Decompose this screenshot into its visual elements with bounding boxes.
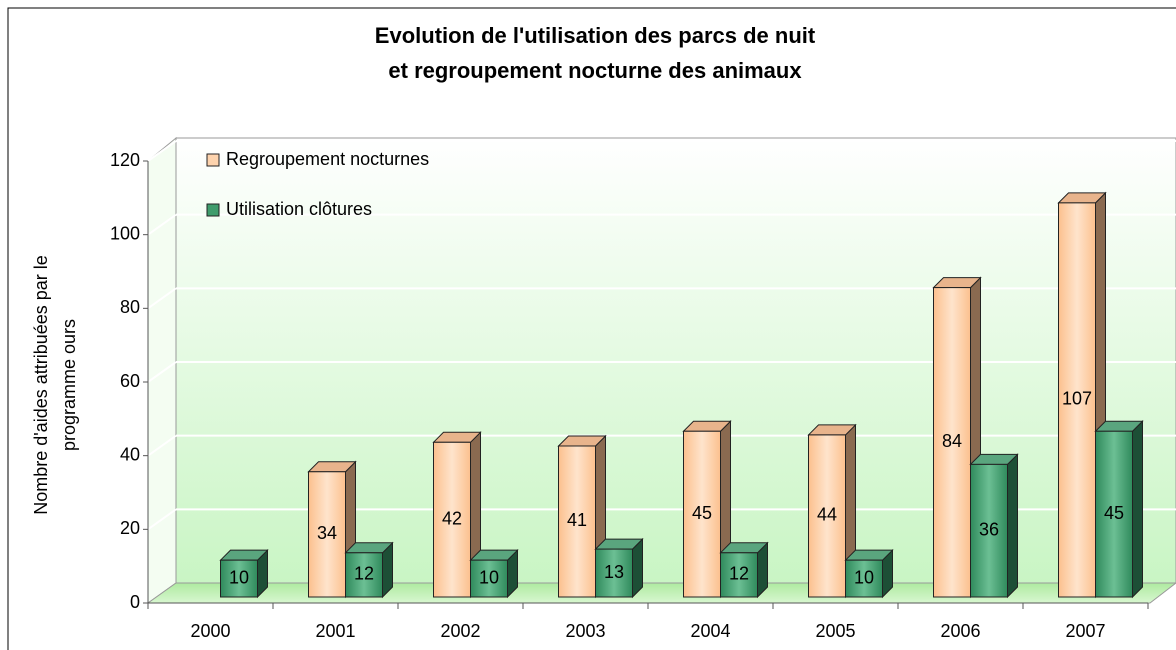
y-tick-label: 120 (110, 150, 140, 170)
data-label: 10 (854, 567, 874, 587)
y-axis-title-line: Nombre d'aides attribuées par le (31, 255, 51, 515)
bar (970, 463, 1008, 598)
x-tick-label: 2001 (315, 621, 355, 641)
data-label: 107 (1062, 389, 1092, 409)
bar-side (1007, 453, 1018, 599)
data-label: 45 (1104, 503, 1124, 523)
grid-line (147, 361, 177, 383)
bar (345, 552, 383, 598)
bar-side (1132, 420, 1143, 599)
data-label: 45 (692, 503, 712, 523)
x-tick-label: 2000 (190, 621, 230, 641)
y-tick-label: 0 (130, 592, 140, 612)
legend-swatch (206, 153, 220, 167)
y-axis-title-line: programme ours (59, 319, 79, 451)
data-label: 42 (442, 508, 462, 528)
bar (308, 471, 346, 598)
chart-title: Evolution de l'utilisation des parcs de … (375, 23, 816, 48)
bar (595, 548, 633, 598)
data-label: 34 (317, 523, 337, 543)
legend-label: Utilisation clôtures (226, 199, 372, 219)
chart-title: et regroupement nocturne des animaux (388, 58, 802, 83)
data-label: 10 (479, 567, 499, 587)
data-label: 10 (229, 567, 249, 587)
bar (470, 559, 508, 598)
bar (433, 441, 471, 598)
bar (683, 430, 721, 598)
y-tick-label: 60 (120, 371, 140, 391)
grid-line (147, 434, 177, 457)
y-tick-label: 40 (120, 444, 140, 464)
x-tick-label: 2003 (565, 621, 605, 641)
data-label: 36 (979, 519, 999, 539)
y-tick-label: 20 (120, 518, 140, 538)
legend-label: Regroupement nocturnes (226, 149, 429, 169)
x-tick-label: 2006 (940, 621, 980, 641)
floor (146, 582, 1176, 604)
frame (7, 7, 1176, 650)
x-tick-label: 2005 (815, 621, 855, 641)
bar (808, 434, 846, 598)
bar (1095, 430, 1133, 598)
grid-line (147, 140, 177, 162)
y-tick-label: 80 (120, 297, 140, 317)
y-axis-title: Nombre d'aides attribuées par le program… (31, 255, 79, 515)
data-label: 12 (729, 564, 749, 584)
data-label: 84 (942, 431, 962, 451)
bar (558, 445, 596, 598)
bar (720, 552, 758, 598)
data-label: 13 (604, 562, 624, 582)
legend-swatch (206, 203, 220, 217)
grid-line (147, 508, 177, 531)
data-label: 44 (817, 505, 837, 525)
data-label: 41 (567, 510, 587, 530)
bar (1058, 202, 1096, 598)
x-tick-label: 2002 (440, 621, 480, 641)
data-label: 12 (354, 564, 374, 584)
grid-line (147, 213, 177, 236)
bar (845, 559, 883, 598)
x-tick-label: 2007 (1065, 621, 1105, 641)
grid-line (147, 287, 177, 310)
bar (220, 559, 258, 598)
y-tick-label: 100 (110, 223, 140, 243)
side-wall (147, 136, 177, 604)
bar (933, 287, 971, 598)
x-tick-label: 2004 (690, 621, 730, 641)
